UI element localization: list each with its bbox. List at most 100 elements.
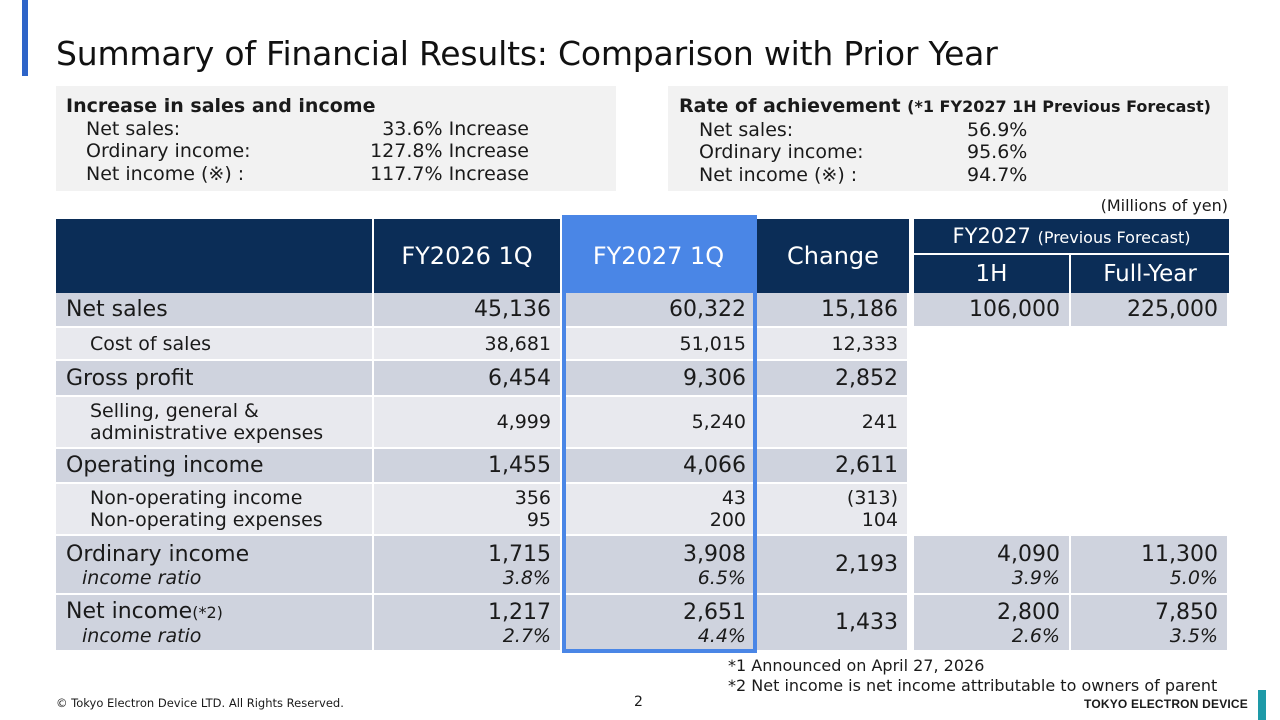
unit-label: (Millions of yen) [1100, 196, 1228, 215]
row-non-operating: Non-operating income Non-operating expen… [56, 484, 1229, 536]
cell-ratio: 2.7% [502, 624, 551, 647]
header-forecast-note: (Previous Forecast) [1037, 228, 1191, 247]
achievement-row-net-sales: Net sales: 56.9% [679, 119, 1228, 142]
cell-change: 12,333 [757, 328, 909, 361]
cell-change: 2,852 [757, 361, 909, 397]
cell-value: 104 [861, 509, 898, 531]
cell-change: 2,193 [757, 536, 909, 595]
row-gross-profit: Gross profit 6,454 9,306 2,852 [56, 361, 1229, 397]
achievement-label: Net income (※) : [699, 163, 858, 186]
cell-ratio: 6.5% [697, 566, 746, 589]
cell-fy2026: 6,454 [374, 361, 562, 397]
cell-1h: 2,800 2.6% [914, 595, 1071, 652]
cell-ratio: 3.8% [502, 566, 551, 589]
cell-fy2027: 4,066 [562, 449, 757, 484]
achievement-summary-heading: Rate of achievement (*1 FY2027 1H Previo… [679, 95, 1228, 119]
header-full-year: Full-Year [1071, 255, 1229, 293]
footnote: *1 Announced on April 27, 2026 [728, 656, 985, 675]
row-cost-of-sales: Cost of sales 38,681 51,015 12,333 [56, 328, 1229, 361]
row-operating-income: Operating income 1,455 4,066 2,611 [56, 449, 1229, 484]
row-label: Net income(*2) income ratio [56, 595, 374, 652]
cell-ratio: 2.6% [1011, 624, 1060, 647]
achievement-value: 94.7% [967, 163, 1028, 186]
row-label-line: Selling, general & [90, 400, 259, 422]
cell-fy2027: 2,651 4.4% [562, 595, 757, 652]
achievement-label: Net sales: [699, 118, 794, 141]
company-logo: TOKYO ELECTRON DEVICE [1084, 697, 1248, 711]
cell-value: 2,651 [683, 599, 746, 625]
cell-fy2027: 5,240 [562, 397, 757, 449]
row-label: Non-operating income Non-operating expen… [56, 484, 374, 536]
row-net-income: Net income(*2) income ratio 1,217 2.7% 2… [56, 595, 1229, 652]
achievement-value: 56.9% [967, 118, 1028, 141]
cell-fy2026: 1,217 2.7% [374, 595, 562, 652]
cell-1h: 106,000 [914, 293, 1071, 328]
row-label-line: Non-operating income [90, 487, 303, 509]
cell-ratio: 3.9% [1011, 566, 1060, 589]
cell-fy2026: 38,681 [374, 328, 562, 361]
achievement-row-net-income: Net income (※) : 94.7% [679, 164, 1228, 187]
cell-ratio: 5.0% [1169, 566, 1218, 589]
cell-fy2026: 1,455 [374, 449, 562, 484]
row-label: Operating income [56, 449, 374, 484]
row-label-text: Net income [66, 599, 193, 624]
row-label: Net sales [56, 293, 374, 328]
increase-value: 33.6% Increase [382, 117, 529, 140]
row-label-ratio: income ratio [82, 566, 202, 589]
cell-value: 7,850 [1155, 599, 1218, 625]
increase-value: 127.8% Increase [370, 140, 529, 162]
cell-fy2027: 43 200 [562, 484, 757, 536]
cell-change: 2,611 [757, 449, 909, 484]
header-forecast-title: FY2027 [952, 224, 1031, 248]
row-label-main: Ordinary income [66, 541, 250, 567]
footnotes: *1 Announced on April 27, 2026 *2 Net in… [728, 656, 1217, 696]
row-label-main: Net income(*2) [66, 599, 366, 626]
cell-ratio: 4.4% [697, 624, 746, 647]
header-fy2027-1q: FY2027 1Q [562, 219, 757, 293]
cell-change: (313) 104 [757, 484, 909, 536]
row-net-sales: Net sales 45,136 60,322 15,186 106,000 2… [56, 293, 1229, 328]
footnote: *2 Net income is net income attributable… [728, 676, 1218, 695]
row-label-ratio: income ratio [82, 625, 202, 647]
header-blank-cell [56, 219, 374, 293]
cell-full-year: 7,850 3.5% [1071, 595, 1229, 652]
cell-value: 43 [721, 487, 746, 509]
footer-copyright: © Tokyo Electron Device LTD. All Rights … [56, 696, 344, 710]
row-label: Selling, general & administrative expens… [56, 397, 374, 449]
row-ordinary-income: Ordinary income income ratio 1,715 3.8% … [56, 536, 1229, 595]
increase-row-net-sales: Net sales: 33.6% Increase [66, 118, 616, 141]
header-fy2026-1q: FY2026 1Q [374, 219, 562, 293]
cell-value: 3,908 [683, 541, 746, 567]
header-1h: 1H [914, 255, 1071, 293]
cell-fy2027: 51,015 [562, 328, 757, 361]
title-accent-bar [22, 0, 28, 76]
blank-cell [914, 484, 1229, 536]
achievement-summary-box: Rate of achievement (*1 FY2027 1H Previo… [668, 86, 1228, 191]
increase-row-net-income: Net income (※) : 117.7% Increase [66, 163, 616, 186]
cell-value: 356 [514, 487, 551, 509]
achievement-heading-text: Rate of achievement [679, 95, 901, 117]
cell-value: (313) [846, 487, 898, 509]
increase-summary-heading: Increase in sales and income [66, 95, 376, 117]
increase-label: Ordinary income: [86, 140, 251, 162]
cell-value: 2,800 [997, 599, 1060, 625]
cell-fy2026: 4,999 [374, 397, 562, 449]
cell-value: 1,217 [488, 599, 551, 625]
logo-accent-bar [1258, 690, 1266, 720]
row-label-line: Non-operating expenses [90, 509, 323, 531]
row-label: Cost of sales [56, 328, 374, 361]
cell-fy2026: 45,136 [374, 293, 562, 328]
cell-change: 15,186 [757, 293, 909, 328]
cell-full-year: 11,300 5.0% [1071, 536, 1229, 595]
row-sga: Selling, general & administrative expens… [56, 397, 1229, 449]
cell-1h: 4,090 3.9% [914, 536, 1071, 595]
row-label-line: administrative expenses [90, 422, 324, 444]
cell-value: 200 [709, 509, 746, 531]
increase-value: 117.7% Increase [370, 162, 529, 185]
header-change: Change [757, 219, 909, 293]
cell-fy2027: 3,908 6.5% [562, 536, 757, 595]
achievement-heading-note: (*1 FY2027 1H Previous Forecast) [907, 97, 1211, 116]
row-label: Ordinary income income ratio [56, 536, 374, 595]
page-number: 2 [634, 694, 643, 710]
cell-fy2026: 1,715 3.8% [374, 536, 562, 595]
